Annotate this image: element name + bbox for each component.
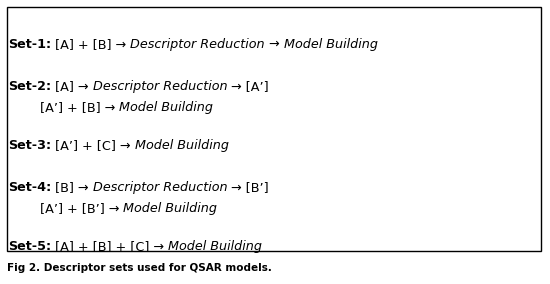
Text: [B] →: [B] → [51, 181, 93, 194]
Text: Set-2:: Set-2: [8, 80, 51, 93]
Text: → [A’]: → [A’] [227, 80, 269, 93]
Text: Descriptor Reduction: Descriptor Reduction [92, 80, 227, 93]
Text: Model Building: Model Building [119, 101, 213, 114]
Text: Set-5:: Set-5: [8, 240, 51, 253]
Text: Model Building: Model Building [135, 139, 229, 152]
Text: Model Building: Model Building [283, 38, 377, 51]
Bar [7, 7, 541, 251]
Text: [A] + [B] + [C] →: [A] + [B] + [C] → [51, 240, 168, 253]
Text: → [B’]: → [B’] [227, 181, 269, 194]
Text: [A’] + [B] →: [A’] + [B] → [8, 101, 119, 114]
Text: [A] + [B] →: [A] + [B] → [51, 38, 130, 51]
Text: →: → [265, 38, 283, 51]
Text: [A’] + [C] →: [A’] + [C] → [51, 139, 135, 152]
Text: Model Building: Model Building [123, 202, 217, 215]
Text: Set-3:: Set-3: [8, 139, 51, 152]
Text: Set-4:: Set-4: [8, 181, 51, 194]
Text: Set-1:: Set-1: [8, 38, 51, 51]
Text: [A] →: [A] → [51, 80, 92, 93]
Text: Model Building: Model Building [168, 240, 262, 253]
Text: Descriptor Reduction: Descriptor Reduction [130, 38, 265, 51]
Text: [A’] + [B’] →: [A’] + [B’] → [8, 202, 123, 215]
Text: Fig 2. Descriptor sets used for QSAR models.: Fig 2. Descriptor sets used for QSAR mod… [7, 263, 272, 273]
Text: Descriptor Reduction: Descriptor Reduction [93, 181, 227, 194]
